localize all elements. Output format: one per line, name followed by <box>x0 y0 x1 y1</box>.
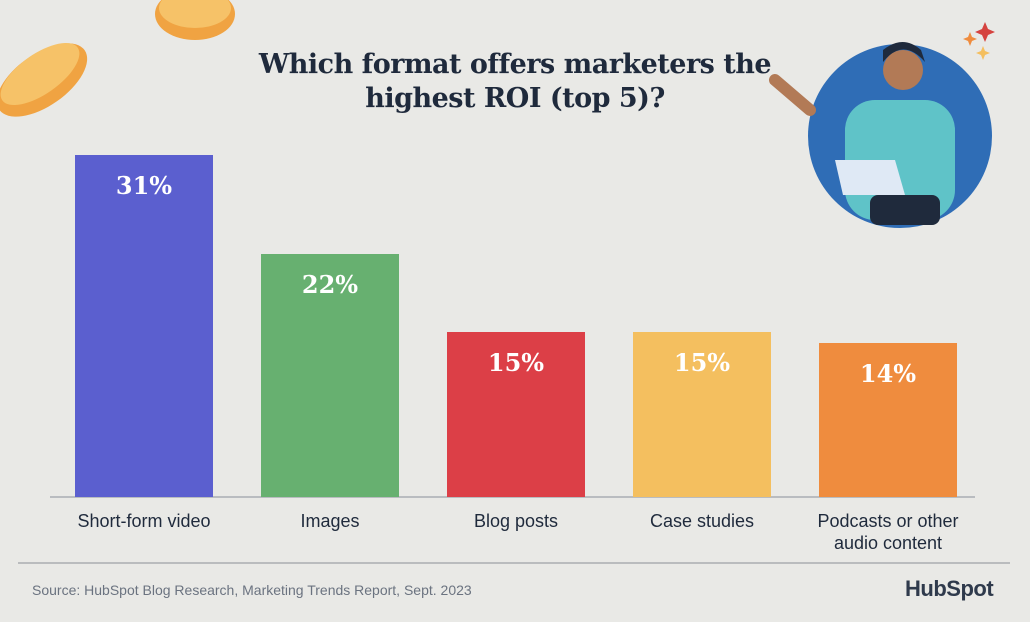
avatar-arm <box>769 74 816 116</box>
coin <box>159 0 231 28</box>
avatar-legs <box>870 195 940 225</box>
bar <box>261 254 399 497</box>
value-label: 22% <box>301 270 359 300</box>
sparkle <box>975 22 995 42</box>
logo: HubSpot <box>905 576 994 601</box>
x-tick-label: Case studies <box>649 511 755 531</box>
bar <box>819 342 957 497</box>
chart-title: Which format offers marketers the highes… <box>258 49 772 114</box>
value-label: 31% <box>115 171 173 200</box>
bar <box>633 331 771 497</box>
coin <box>0 42 80 106</box>
avatar-hair <box>883 42 925 62</box>
value-label: 14% <box>859 358 917 388</box>
value-label: 15% <box>487 347 545 377</box>
avatar-head <box>883 50 923 90</box>
value-label: 15% <box>673 347 731 377</box>
x-tick-label: Short-form video <box>77 511 211 531</box>
x-tick-label: Podcasts or other audio content <box>817 511 959 553</box>
laptop <box>835 160 905 195</box>
sparkle <box>976 46 990 60</box>
x-tick-label: Blog posts <box>473 511 559 531</box>
sparkle <box>963 32 977 46</box>
bar <box>447 331 585 497</box>
x-tick-label: Images <box>300 511 360 531</box>
source: Source: HubSpot Blog Research, Marketing… <box>32 582 472 598</box>
bar <box>75 155 213 497</box>
